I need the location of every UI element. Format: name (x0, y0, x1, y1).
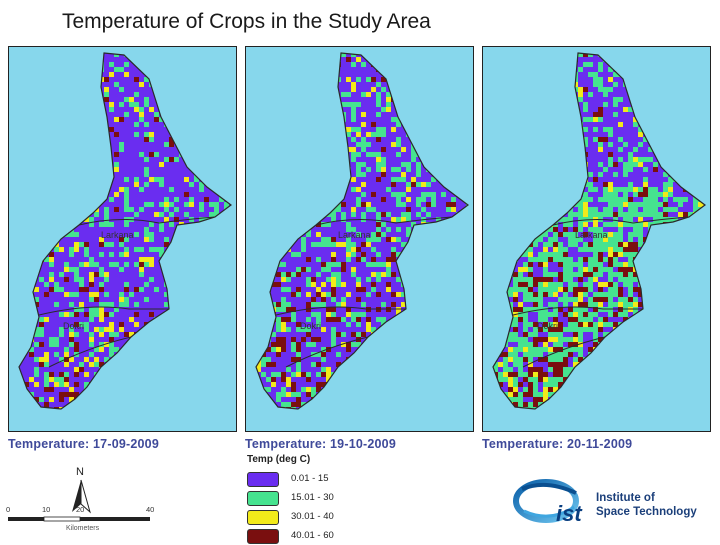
place-label: Dokri (63, 321, 84, 331)
crop-temperature-map-1: Larkana Dokri (9, 47, 236, 431)
place-label: Dokri (300, 321, 321, 331)
scale-bar: 0 10 20 40 Kilometers (6, 505, 166, 535)
map-panel-3: Larkana Dokri (482, 46, 711, 432)
map-1-date-caption: Temperature: 17-09-2009 (8, 437, 159, 451)
ist-logo-mark: ist (512, 477, 596, 527)
legend-item: 30.01 - 40 (247, 510, 417, 526)
crop-temperature-map-2: Larkana Dokri (246, 47, 473, 431)
legend-item-label: 40.01 - 60 (291, 530, 334, 541)
legend-swatch (247, 529, 279, 544)
place-label: Larkana (338, 230, 371, 240)
place-label: Dokri (537, 321, 558, 331)
legend-item-label: 30.01 - 40 (291, 511, 334, 522)
legend-swatch (247, 510, 279, 525)
logo-line-2: Space Technology (596, 506, 697, 518)
scale-tick-label: 10 (42, 505, 50, 514)
legend-item-label: 0.01 - 15 (291, 473, 329, 484)
north-label: N (76, 466, 84, 478)
map-3-date-caption: Temperature: 20-11-2009 (482, 437, 632, 451)
legend-item: 40.01 - 60 (247, 529, 417, 545)
ist-logo-mark-text: ist (556, 501, 583, 526)
logo-line-1: Institute of (596, 492, 655, 504)
legend-item-label: 15.01 - 30 (291, 492, 334, 503)
place-label: Larkana (575, 230, 608, 240)
scale-tick-label: 40 (146, 505, 154, 514)
map-panel-2: Larkana Dokri (245, 46, 474, 432)
legend-item: 0.01 - 15 (247, 472, 417, 488)
page-title: Temperature of Crops in the Study Area (62, 10, 431, 34)
legend-swatch (247, 491, 279, 506)
map-panel-1: Larkana Dokri (8, 46, 237, 432)
legend-title: Temp (deg C) (247, 454, 310, 465)
scale-bar-graphic (8, 515, 168, 525)
legend-item: 15.01 - 30 (247, 491, 417, 507)
crop-temperature-map-3: Larkana Dokri (483, 47, 710, 431)
legend-swatch (247, 472, 279, 487)
scale-tick-label: 0 (6, 505, 10, 514)
place-label: Larkana (101, 230, 134, 240)
scale-units-label: Kilometers (66, 525, 99, 532)
map-2-date-caption: Temperature: 19-10-2009 (245, 437, 396, 451)
scale-tick-label: 20 (76, 505, 84, 514)
temperature-legend: Temp (deg C) 0.01 - 15 15.01 - 30 30.01 … (247, 454, 310, 465)
